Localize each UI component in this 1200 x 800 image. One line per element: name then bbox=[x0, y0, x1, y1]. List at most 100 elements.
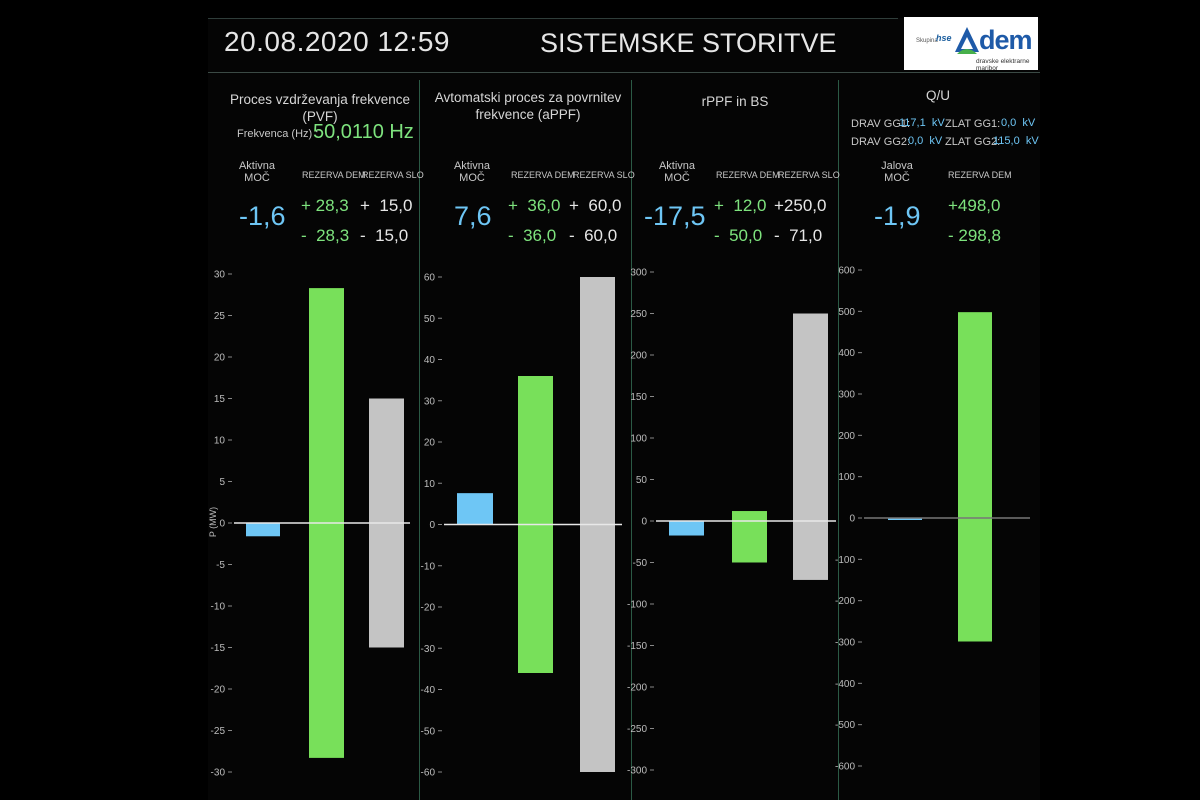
qu-dem-plus: +498,0 bbox=[948, 196, 1001, 215]
pvf-slo-minus: - 15,0 bbox=[360, 226, 409, 245]
logo-brand-text: dem bbox=[979, 25, 1033, 55]
panel-rppf-title: rPPF in BS bbox=[701, 94, 769, 109]
y-tick-label: 400 bbox=[838, 348, 855, 359]
y-tick-label: 0 bbox=[429, 520, 435, 531]
appf-slo-minus: - 60,0 bbox=[569, 226, 618, 245]
y-tick-label: 0 bbox=[641, 517, 647, 528]
y-tick-label: -20 bbox=[211, 685, 226, 696]
y-tick-label: -30 bbox=[211, 768, 226, 779]
y-tick-label: -50 bbox=[633, 558, 648, 569]
y-tick-label: 250 bbox=[630, 309, 647, 320]
y-tick-label: -300 bbox=[835, 638, 855, 649]
y-tick-label: 100 bbox=[630, 434, 647, 445]
qu-reserve-dem-label: REZERVA DEM bbox=[948, 170, 1012, 180]
appf-reserve-dem-label: REZERVA DEM bbox=[511, 170, 575, 180]
zlat-gg1-value: 0,0 kV bbox=[1001, 117, 1036, 129]
datetime: 20.08.2020 12:59 bbox=[224, 26, 450, 57]
y-tick-label: -250 bbox=[627, 724, 647, 735]
appf-active-power-label: Aktivna MOČ bbox=[453, 160, 491, 184]
y-tick-label: -400 bbox=[835, 679, 855, 690]
y-tick-label: 60 bbox=[424, 273, 436, 284]
dem-logo: Skupina hse dem dravske elektrarne marib… bbox=[904, 17, 1038, 72]
appf-active-power-value: 7,6 bbox=[454, 201, 492, 231]
y-tick-label: 10 bbox=[424, 479, 436, 490]
header-bottom-rule bbox=[208, 72, 1040, 73]
appf-slo-plus: + 60,0 bbox=[569, 196, 622, 215]
y-tick-label: 50 bbox=[636, 475, 648, 486]
logo-mark-icon bbox=[955, 27, 979, 54]
pvf-dem-plus: + 28,3 bbox=[301, 196, 349, 215]
rppf-dem-plus: + 12,0 bbox=[714, 196, 767, 215]
y-tick-label: 100 bbox=[838, 472, 855, 483]
appf-dem-minus: - 36,0 bbox=[508, 226, 557, 245]
y-tick-label: -150 bbox=[627, 641, 647, 652]
drav-gg2-value: 0,0 kV bbox=[908, 135, 943, 147]
bar-aktivna-mo- bbox=[246, 523, 280, 537]
y-tick-label: -25 bbox=[211, 726, 226, 737]
panel-appf-title: Avtomatski proces za povrnitev frekvence… bbox=[434, 90, 622, 122]
y-axis-label: P (MW) bbox=[208, 507, 218, 537]
y-tick-label: -60 bbox=[421, 768, 436, 779]
y-tick-label: 40 bbox=[424, 355, 436, 366]
qu-reactive-power-value: -1,9 bbox=[874, 201, 921, 231]
rppf-slo-plus: +250,0 bbox=[774, 196, 827, 215]
y-tick-label: -30 bbox=[421, 644, 436, 655]
y-tick-label: -600 bbox=[835, 762, 855, 773]
y-tick-label: -40 bbox=[421, 685, 436, 696]
pvf-reserve-dem-label: REZERVA DEM bbox=[302, 170, 366, 180]
qu-reactive-power-label: Jalova MOČ bbox=[881, 160, 913, 184]
y-tick-label: 0 bbox=[849, 514, 855, 525]
page-title: SISTEMSKE STORITVE bbox=[540, 28, 837, 58]
zlat-gg1-label: ZLAT GG1: bbox=[945, 118, 1001, 130]
pvf-slo-plus: + 15,0 bbox=[360, 196, 413, 215]
y-tick-label: -100 bbox=[627, 600, 647, 611]
y-tick-label: 500 bbox=[838, 307, 855, 318]
logo-subtitle: dravske elektrarne maribor bbox=[976, 58, 1030, 72]
header-top-rule bbox=[208, 18, 898, 19]
rppf-reserve-slo-label: REZERVA SLO bbox=[778, 170, 840, 180]
appf-dem-plus: + 36,0 bbox=[508, 196, 561, 215]
rppf-active-power-label: Aktivna MOČ bbox=[658, 160, 696, 184]
y-tick-label: -200 bbox=[627, 683, 647, 694]
y-tick-label: -500 bbox=[835, 720, 855, 731]
panel-qu-title: Q/U bbox=[925, 88, 950, 103]
bar-rezerva-dem bbox=[732, 511, 767, 563]
drav-gg2-label: DRAV GG2: bbox=[851, 136, 911, 148]
pvf-active-power-label: Aktivna MOČ bbox=[238, 160, 276, 184]
bar-aktivna-mo- bbox=[669, 521, 704, 536]
logo-hse-text: hse bbox=[936, 33, 952, 43]
bar-jalova-mo- bbox=[888, 518, 922, 520]
y-tick-label: 5 bbox=[219, 477, 225, 488]
pvf-active-power-value: -1,6 bbox=[239, 201, 286, 231]
y-tick-label: 20 bbox=[214, 353, 226, 364]
panel-divider-3 bbox=[838, 80, 839, 800]
panel-divider-2 bbox=[631, 80, 632, 800]
drav-gg1-label: DRAV GG1: bbox=[851, 118, 911, 130]
y-tick-label: -5 bbox=[216, 560, 225, 571]
logo-group-text: Skupina bbox=[916, 38, 938, 44]
bar-rezerva-dem bbox=[958, 312, 992, 642]
y-tick-label: 600 bbox=[838, 266, 855, 277]
y-tick-label: 20 bbox=[424, 438, 436, 449]
y-tick-label: 50 bbox=[424, 314, 436, 325]
bar-rezerva-slo bbox=[793, 313, 828, 580]
y-tick-label: 0 bbox=[219, 519, 225, 530]
y-tick-label: -20 bbox=[421, 603, 436, 614]
qu-dem-minus: - 298,8 bbox=[948, 226, 1001, 245]
panel-divider-1 bbox=[419, 80, 420, 800]
rppf-active-power-value: -17,5 bbox=[644, 201, 706, 231]
y-tick-label: 30 bbox=[214, 270, 226, 281]
zlat-gg2-value: 115,0 kV bbox=[993, 135, 1039, 147]
y-tick-label: -15 bbox=[211, 643, 226, 654]
y-tick-label: -200 bbox=[835, 596, 855, 607]
scada-screen bbox=[208, 18, 1040, 800]
y-tick-label: -10 bbox=[211, 602, 226, 613]
y-tick-label: 25 bbox=[214, 311, 226, 322]
appf-reserve-slo-label: REZERVA SLO bbox=[573, 170, 635, 180]
y-tick-label: 200 bbox=[838, 431, 855, 442]
rppf-slo-minus: - 71,0 bbox=[774, 226, 823, 245]
y-tick-label: 15 bbox=[214, 394, 226, 405]
pvf-dem-minus: - 28,3 bbox=[301, 226, 350, 245]
y-tick-label: 30 bbox=[424, 396, 436, 407]
